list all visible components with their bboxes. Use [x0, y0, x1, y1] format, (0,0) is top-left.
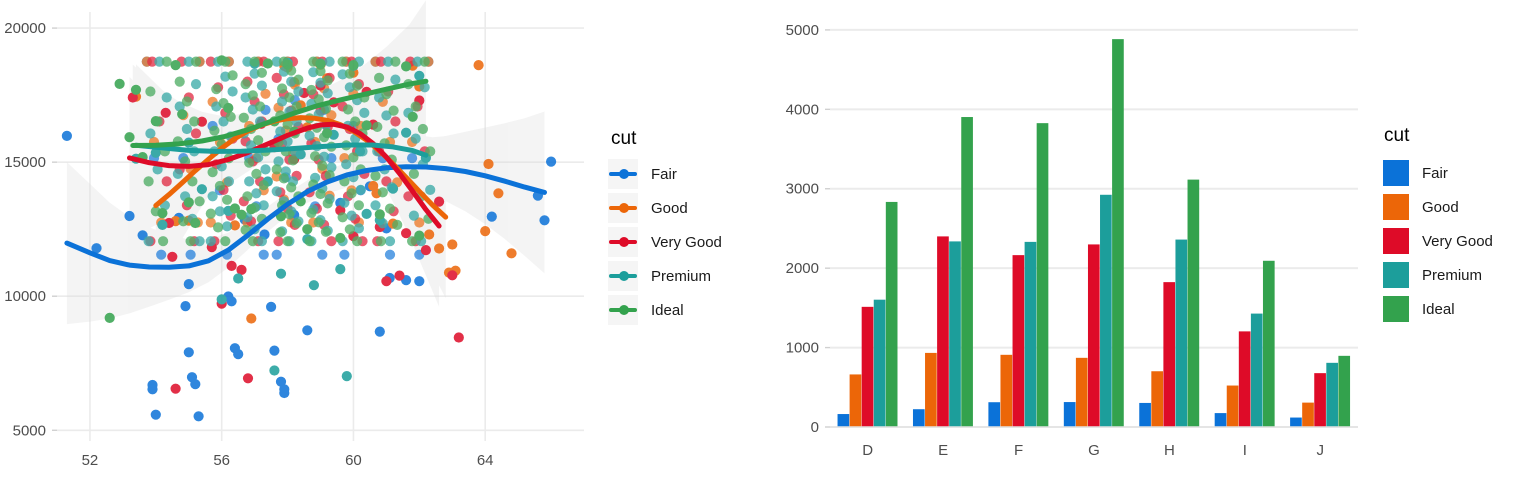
bar-y-tick-label: 5000 [786, 22, 819, 39]
bar-J-premium[interactable] [1326, 362, 1338, 427]
bar-x-tick-label: G [1088, 442, 1100, 459]
bar-H-fair[interactable] [1139, 402, 1151, 427]
legend-swatch-icon [1383, 160, 1409, 186]
bar-I-very-good[interactable] [1238, 331, 1251, 427]
bar-F-good[interactable] [1000, 354, 1013, 427]
scatter-legend-item-premium[interactable]: Premium [608, 261, 711, 291]
legend-item-label: Ideal [1422, 300, 1455, 318]
bar-x-tick-label: H [1164, 442, 1175, 459]
bar-E-very-good[interactable] [937, 236, 949, 427]
bar-y-tick-label: 0 [811, 419, 819, 436]
legend-item-label: Premium [651, 267, 712, 285]
scatter-x-tick-label: 56 [213, 452, 230, 469]
scatter-y-tick-label: 20000 [4, 20, 46, 37]
scatter-y-tick-label: 10000 [4, 288, 46, 305]
legend-line-point-icon [608, 159, 638, 189]
bar-D-fair[interactable] [837, 414, 850, 427]
bar-I-fair[interactable] [1214, 413, 1227, 427]
bar-y-tick-label: 2000 [786, 260, 819, 277]
scatter-x-tick-label: 60 [345, 452, 362, 469]
scatter-legend-item-very-good[interactable]: Very Good [608, 227, 722, 257]
legend-item-label: Very Good [651, 233, 722, 251]
bar-J-ideal[interactable] [1338, 355, 1351, 427]
bar-legend-item-fair[interactable]: Fair [1383, 160, 1448, 186]
bar-y-tick-label: 1000 [786, 340, 819, 357]
bar-J-very-good[interactable] [1314, 373, 1326, 427]
bar-G-very-good[interactable] [1087, 244, 1100, 427]
bar-y-tick-label: 3000 [786, 181, 819, 198]
bar-J-fair[interactable] [1290, 417, 1302, 427]
bar-legend-title: cut [1384, 125, 1410, 146]
legend-swatch-icon [1383, 194, 1409, 220]
bar-legend-item-ideal[interactable]: Ideal [1383, 296, 1455, 322]
legend-item-label: Fair [651, 165, 677, 183]
bar-x-tick-label: D [862, 442, 873, 459]
scatter-y-tick-label: 5000 [13, 422, 46, 439]
bar-J-good[interactable] [1302, 402, 1314, 427]
legend-item-label: Very Good [1422, 232, 1493, 250]
bar-E-fair[interactable] [912, 409, 925, 427]
scatter-x-tick-label: 52 [82, 452, 99, 469]
scatter-plot-panel: 5000 10000 15000 20000 52 56 60 64 cut Fair Good… [4, 0, 722, 469]
bar-x-tick-label: E [938, 442, 948, 459]
bar-G-premium[interactable] [1100, 194, 1112, 427]
bar-F-premium[interactable] [1024, 241, 1037, 427]
bar-H-ideal[interactable] [1187, 179, 1200, 427]
bar-I-good[interactable] [1226, 385, 1239, 427]
scatter-legend-item-fair[interactable]: Fair [608, 159, 677, 189]
scatter-canvas: 5000 10000 15000 20000 52 56 60 64 [4, 0, 584, 469]
bar-H-good[interactable] [1151, 371, 1163, 427]
legend-line-point-icon [608, 227, 638, 257]
bar-D-premium[interactable] [873, 299, 886, 427]
bar-H-very-good[interactable] [1163, 282, 1176, 427]
legend-item-label: Ideal [651, 301, 684, 319]
scatter-legend-item-good[interactable]: Good [608, 193, 688, 223]
scatter-x-tick-label: 64 [477, 452, 494, 469]
scatter-legend-item-ideal[interactable]: Ideal [608, 295, 684, 325]
scatter-legend-title: cut [611, 128, 637, 149]
bar-E-premium[interactable] [949, 241, 961, 427]
bar-G-fair[interactable] [1063, 402, 1076, 427]
bar-x-tick-label: J [1317, 442, 1325, 459]
legend-swatch-icon [1383, 296, 1409, 322]
legend-item-label: Fair [1422, 164, 1448, 182]
legend-swatch-icon [1383, 228, 1409, 254]
legend-item-label: Good [651, 199, 688, 217]
bar-legend-item-good[interactable]: Good [1383, 194, 1459, 220]
bar-F-very-good[interactable] [1012, 255, 1025, 427]
legend-line-point-icon [608, 261, 638, 291]
bar-x-tick-label: I [1243, 442, 1247, 459]
bar-D-ideal[interactable] [885, 201, 898, 427]
bar-chart-panel: D E F G H I J 0 1000 2000 3000 4000 5000 cut Fair Goo… [768, 0, 1536, 480]
bar-legend-item-very-good[interactable]: Very Good [1383, 228, 1493, 254]
legend-item-label: Good [1422, 198, 1459, 216]
scatter-y-tick-label: 15000 [4, 154, 46, 171]
bar-D-good[interactable] [849, 374, 862, 427]
bar-E-good[interactable] [925, 352, 937, 427]
bar-D-very-good[interactable] [861, 306, 874, 427]
bar-canvas: D E F G H I J 0 1000 2000 3000 4000 5000 [786, 18, 1358, 459]
bar-I-ideal[interactable] [1262, 260, 1275, 427]
bar-E-ideal[interactable] [961, 117, 973, 427]
bar-I-premium[interactable] [1250, 313, 1263, 427]
bar-F-fair[interactable] [988, 402, 1001, 427]
bar-H-premium[interactable] [1175, 239, 1188, 427]
legend-line-point-icon [608, 193, 638, 223]
legend-swatch-icon [1383, 262, 1409, 288]
bar-x-tick-label: F [1014, 442, 1023, 459]
bar-F-ideal[interactable] [1036, 123, 1049, 428]
legend-line-point-icon [608, 295, 638, 325]
legend-item-label: Premium [1422, 266, 1483, 284]
bar-G-good[interactable] [1075, 357, 1088, 427]
bar-G-ideal[interactable] [1112, 39, 1124, 427]
bar-y-tick-label: 4000 [786, 101, 819, 118]
bar-legend-item-premium[interactable]: Premium [1383, 262, 1482, 288]
